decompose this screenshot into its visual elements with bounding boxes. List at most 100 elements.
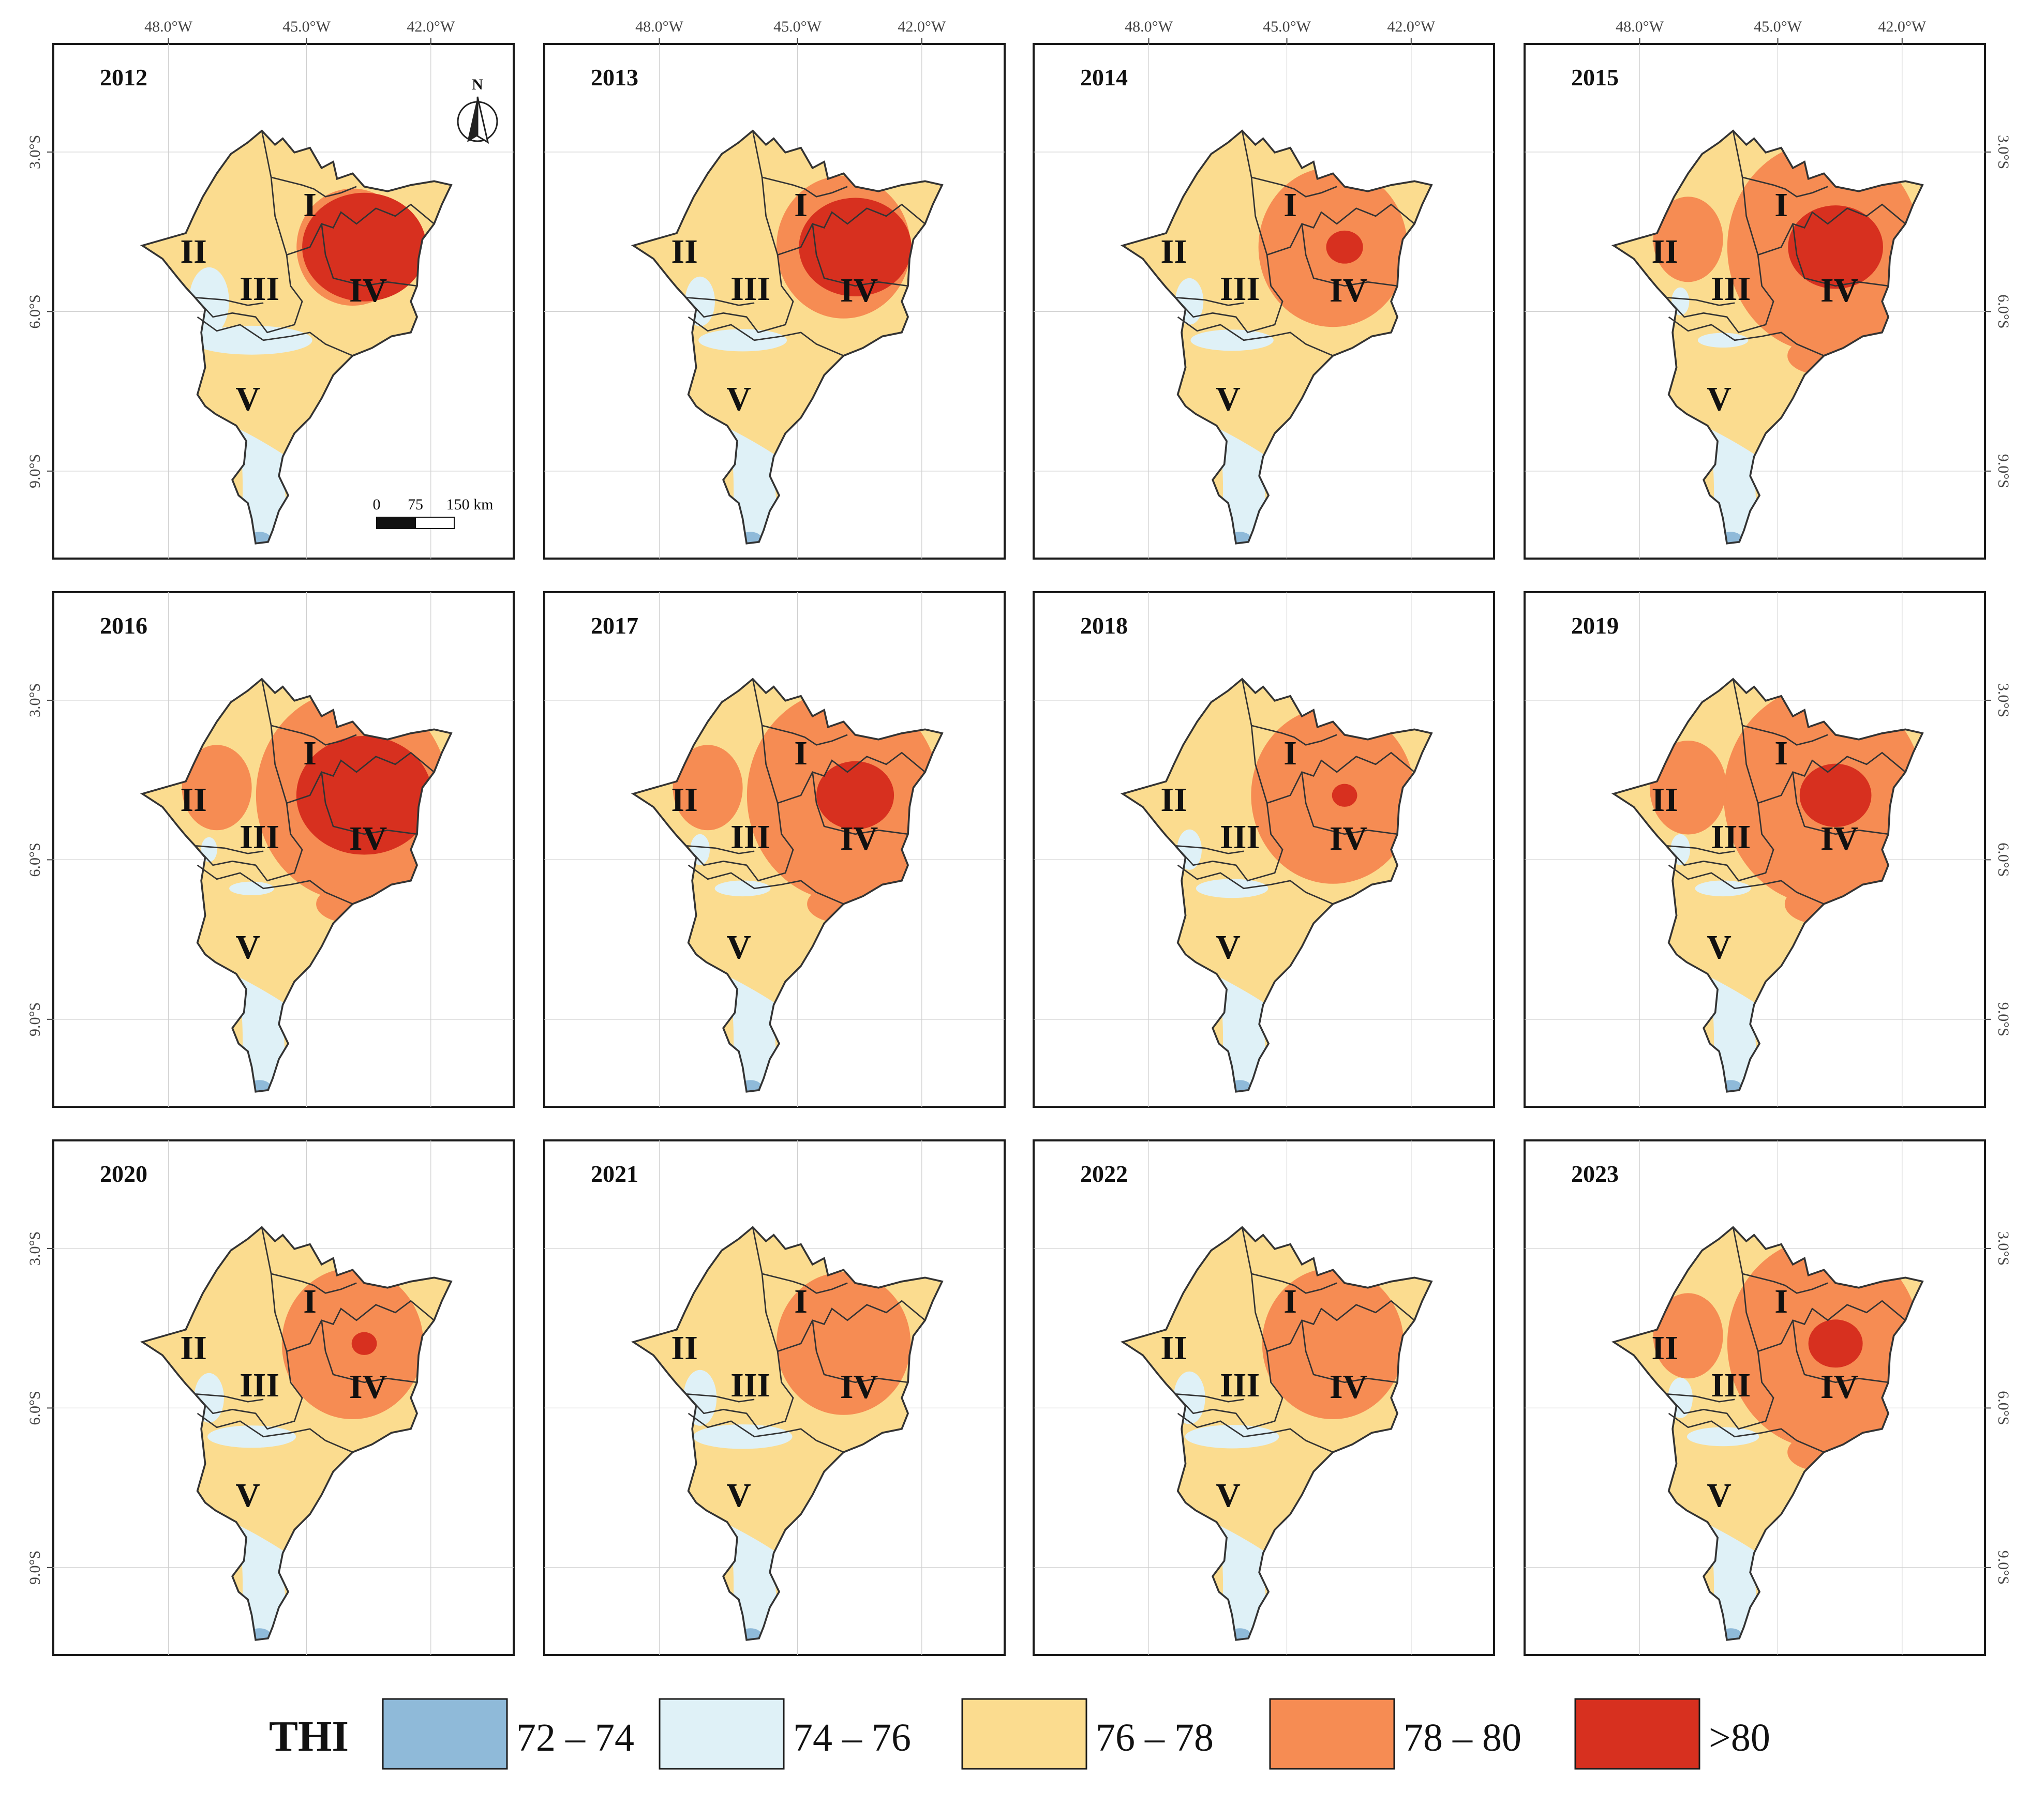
zone-74-76	[1185, 1425, 1279, 1449]
panel-year-label: 2021	[591, 1161, 638, 1187]
longitude-tick-label: 45.0°W	[1263, 18, 1311, 35]
legend-swatch	[1574, 1698, 1700, 1770]
latitude-tick-label: 9.0°S	[1995, 1002, 2012, 1036]
longitude-tick-label: 48.0°W	[1616, 18, 1664, 35]
region-label-II: II	[1651, 233, 1678, 270]
region-label-II: II	[180, 781, 206, 819]
region-label-I: I	[1774, 186, 1788, 224]
region-label-V: V	[235, 928, 260, 966]
region-label-III: III	[1220, 818, 1260, 856]
region-label-II: II	[1160, 1329, 1187, 1367]
zone-gt-80	[351, 1332, 377, 1355]
region-label-I: I	[1283, 1283, 1297, 1320]
legend-label: 78 – 80	[1404, 1716, 1521, 1759]
latitude-tick-label: 3.0°S	[26, 683, 43, 717]
zone-74-76	[714, 880, 771, 897]
region-label-IV: IV	[349, 1368, 387, 1406]
zone-74-76	[191, 325, 312, 355]
region-label-IV: IV	[1330, 1368, 1367, 1406]
region-label-IV: IV	[349, 820, 387, 858]
region-label-IV: IV	[840, 1368, 878, 1406]
latitude-tick-label: 3.0°S	[1995, 1231, 2012, 1266]
zone-gt-80	[296, 736, 432, 855]
north-arrow-left	[467, 97, 477, 142]
zone-78-80	[182, 745, 252, 831]
panel-year-label: 2014	[1080, 64, 1128, 91]
zone-gt-80	[302, 192, 427, 302]
region-label-V: V	[726, 1477, 751, 1514]
legend-title: THI	[269, 1712, 349, 1761]
region-label-II: II	[1160, 233, 1187, 270]
region-label-I: I	[1774, 734, 1788, 772]
legend: THI 72 – 74 74 – 76 76 – 78 78 – 80 >80	[269, 1698, 1770, 1770]
legend-label: 72 – 74	[516, 1716, 634, 1759]
region-label-II: II	[671, 233, 697, 270]
zone-74-76	[693, 1424, 793, 1449]
region-label-I: I	[794, 1283, 808, 1320]
longitude-tick-label: 45.0°W	[773, 18, 822, 35]
latitude-tick-label: 6.0°S	[1995, 1391, 2012, 1425]
longitude-tick-label: 45.0°W	[1754, 18, 1802, 35]
scale-bar-label: 0	[373, 496, 381, 513]
region-label-III: III	[1220, 1366, 1260, 1404]
region-label-V: V	[235, 1477, 260, 1514]
zone-74-76	[698, 329, 787, 352]
longitude-tick-label: 42.0°W	[898, 18, 946, 35]
legend-swatch	[961, 1698, 1087, 1770]
latitude-tick-label: 3.0°S	[1995, 135, 2012, 169]
region-label-I: I	[1283, 734, 1297, 772]
longitude-tick-label: 48.0°W	[635, 18, 683, 35]
panel-year-label: 2015	[1571, 64, 1619, 91]
region-label-V: V	[235, 380, 260, 418]
zone-74-76	[207, 1425, 296, 1448]
region-label-V: V	[1707, 928, 1732, 966]
region-label-I: I	[303, 1283, 317, 1320]
region-label-IV: IV	[349, 272, 387, 309]
region-label-IV: IV	[1820, 272, 1858, 309]
longitude-tick-label: 42.0°W	[1878, 18, 1926, 35]
zone-78-80	[1653, 1293, 1723, 1379]
region-label-II: II	[1651, 1329, 1678, 1367]
region-label-I: I	[794, 734, 808, 772]
region-label-II: II	[671, 1329, 697, 1367]
zone-gt-80	[1332, 784, 1357, 807]
legend-swatch	[382, 1698, 508, 1770]
panel-year-label: 2022	[1080, 1161, 1128, 1187]
scale-bar-label: 75	[408, 496, 423, 513]
latitude-tick-label: 9.0°S	[26, 1002, 43, 1036]
zone-74-76	[1695, 880, 1751, 897]
latitude-tick-label: 3.0°S	[26, 135, 43, 169]
region-label-I: I	[1774, 1283, 1788, 1320]
region-label-II: II	[671, 781, 697, 819]
zone-78-80	[1262, 1268, 1404, 1420]
region-label-IV: IV	[840, 272, 878, 309]
region-label-III: III	[1711, 818, 1751, 856]
region-label-V: V	[1216, 380, 1241, 418]
longitude-tick-label: 48.0°W	[1125, 18, 1173, 35]
latitude-tick-label: 3.0°S	[1995, 683, 2012, 717]
longitude-tick-label: 42.0°W	[407, 18, 455, 35]
latitude-tick-label: 6.0°S	[26, 843, 43, 877]
north-label: N	[472, 76, 483, 93]
latitude-tick-label: 6.0°S	[1995, 843, 2012, 877]
region-label-II: II	[180, 1329, 206, 1367]
zone-gt-80	[1788, 205, 1883, 289]
latitude-tick-label: 6.0°S	[26, 294, 43, 328]
region-label-IV: IV	[1820, 1368, 1858, 1406]
zone-74-76	[1196, 879, 1268, 898]
zone-74-76	[1686, 1427, 1759, 1447]
region-label-III: III	[240, 1366, 279, 1404]
region-label-I: I	[794, 186, 808, 224]
zone-78-80	[1649, 741, 1727, 835]
scale-bar-label: 150 km	[446, 496, 494, 513]
region-label-III: III	[730, 1366, 770, 1404]
zone-78-80	[1653, 197, 1723, 282]
scale-bar: 0 75 150 km	[373, 496, 494, 529]
latitude-tick-label: 9.0°S	[26, 1551, 43, 1585]
